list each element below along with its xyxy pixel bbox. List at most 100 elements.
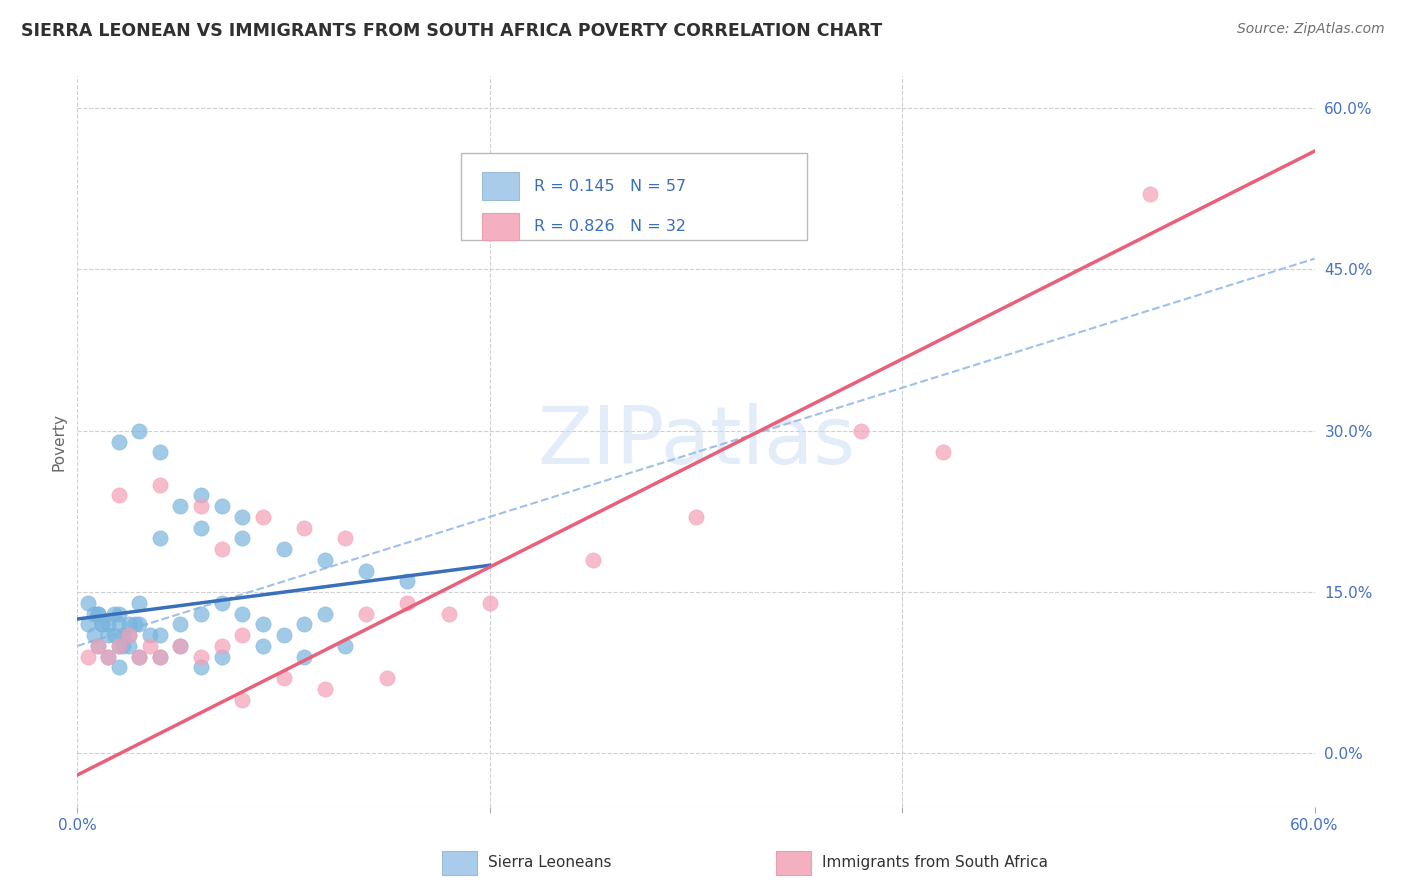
Point [149,477,172,491]
Point [103,607,125,621]
Point [190,660,212,674]
Point [97,628,120,642]
Point [231,692,253,706]
Point [396,574,419,589]
Point [190,488,212,502]
Point [76,596,98,610]
Point [83,607,105,621]
Point [292,649,315,664]
Point [169,617,191,632]
Point [91,617,114,632]
Point [87,639,110,653]
Point [335,532,357,546]
Point [292,617,315,632]
Point [97,649,120,664]
Point [354,564,377,578]
FancyBboxPatch shape [443,851,477,874]
Point [211,649,233,664]
Point [169,639,191,653]
Point [685,509,707,524]
Point [107,617,129,632]
FancyBboxPatch shape [776,851,811,874]
Y-axis label: Poverty: Poverty [51,412,66,471]
Point [97,617,120,632]
Point [849,424,872,438]
Point [273,628,295,642]
Text: ZIPatlas: ZIPatlas [537,402,855,481]
Point [292,520,315,534]
Point [138,639,160,653]
Point [314,681,336,696]
Point [107,639,129,653]
Point [231,532,253,546]
Text: R = 0.826   N = 32: R = 0.826 N = 32 [534,219,686,234]
Point [169,499,191,513]
Point [111,639,134,653]
Point [118,628,141,642]
Point [252,509,274,524]
Point [211,542,233,557]
Point [190,649,212,664]
Text: Sierra Leoneans: Sierra Leoneans [488,855,612,871]
Point [211,596,233,610]
Point [91,617,114,632]
Point [375,671,398,685]
FancyBboxPatch shape [461,153,807,240]
Point [273,671,295,685]
Point [118,628,141,642]
Point [478,596,501,610]
Point [932,445,955,459]
FancyBboxPatch shape [482,172,519,200]
Point [252,639,274,653]
Point [111,628,134,642]
Point [273,542,295,557]
Point [314,553,336,567]
Point [118,639,141,653]
Point [335,639,357,653]
Point [252,617,274,632]
Point [437,607,460,621]
Text: Immigrants from South Africa: Immigrants from South Africa [823,855,1047,871]
Point [107,607,129,621]
Point [149,628,172,642]
Point [76,649,98,664]
Point [83,628,105,642]
Text: SIERRA LEONEAN VS IMMIGRANTS FROM SOUTH AFRICA POVERTY CORRELATION CHART: SIERRA LEONEAN VS IMMIGRANTS FROM SOUTH … [21,22,883,40]
Point [149,649,172,664]
Point [314,607,336,621]
Point [1139,187,1161,202]
Point [149,445,172,459]
Point [211,499,233,513]
Point [231,509,253,524]
Point [128,617,150,632]
Point [97,649,120,664]
Point [149,649,172,664]
Point [87,607,110,621]
Point [107,660,129,674]
Point [190,607,212,621]
Point [582,553,605,567]
Point [190,520,212,534]
Point [107,639,129,653]
Point [211,639,233,653]
Point [354,607,377,621]
Point [231,628,253,642]
Point [138,628,160,642]
Text: R = 0.145   N = 57: R = 0.145 N = 57 [534,178,686,194]
Point [128,424,150,438]
Point [103,628,125,642]
Point [128,596,150,610]
Point [149,532,172,546]
Point [169,639,191,653]
Point [124,617,146,632]
FancyBboxPatch shape [482,212,519,240]
Point [396,596,419,610]
Point [118,617,141,632]
Text: Source: ZipAtlas.com: Source: ZipAtlas.com [1237,22,1385,37]
Point [87,607,110,621]
Point [128,649,150,664]
Point [128,649,150,664]
Point [87,639,110,653]
Point [107,488,129,502]
Point [231,607,253,621]
